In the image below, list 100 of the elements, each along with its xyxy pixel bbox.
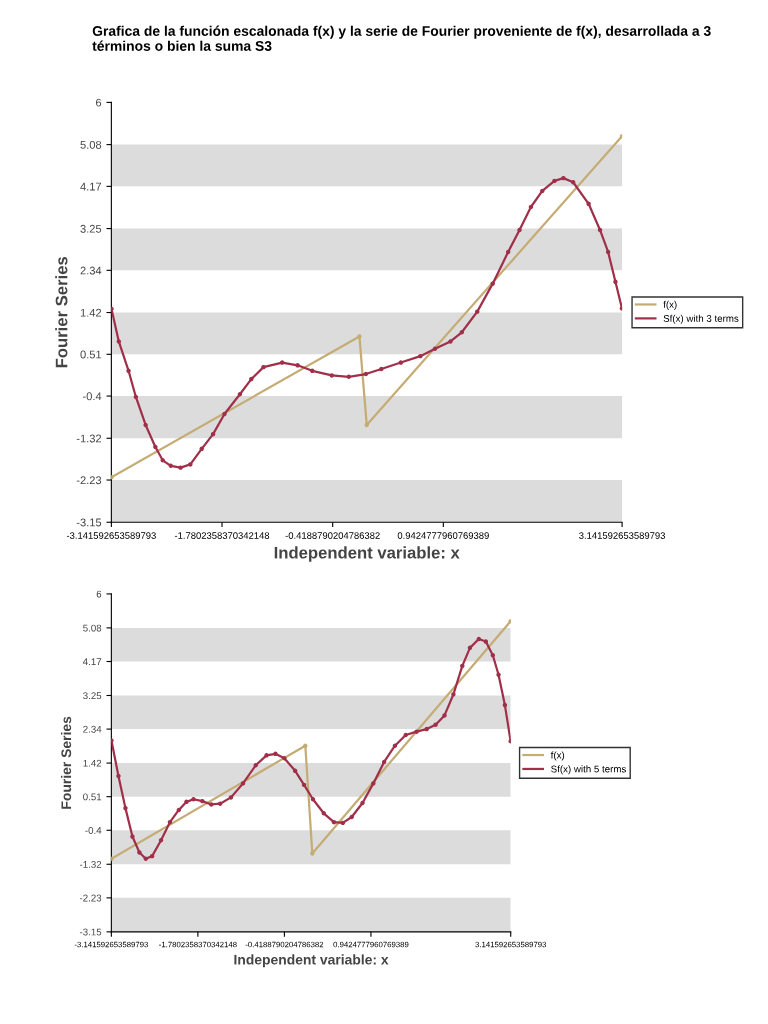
point	[310, 368, 315, 374]
legend-label: f(x)	[550, 751, 565, 761]
point	[460, 663, 465, 669]
point	[346, 374, 352, 380]
point	[586, 201, 591, 207]
point	[282, 756, 287, 761]
y-axis-title: Fourier Series	[60, 716, 72, 809]
x-axis-title: Independent variable: x	[274, 546, 460, 562]
point	[168, 463, 174, 469]
point	[123, 805, 128, 811]
point	[475, 309, 480, 314]
y-tick-label: 0.51	[80, 350, 102, 359]
point	[403, 732, 408, 738]
point	[217, 801, 223, 806]
point	[331, 819, 337, 825]
y-tick-label: -1.32	[79, 860, 102, 868]
point	[210, 431, 216, 437]
x-tick-label: -0.4188790204786382	[285, 532, 380, 539]
point	[292, 768, 298, 774]
y-tick-label: -3.15	[79, 928, 102, 936]
point	[130, 834, 135, 839]
point	[153, 444, 158, 450]
y-tick-label: 4.17	[82, 658, 102, 666]
point	[116, 773, 121, 779]
point	[505, 249, 511, 255]
point	[116, 339, 122, 344]
x-tick-label: 0.9424777960769389	[397, 532, 489, 539]
y-tick-label: 1.42	[80, 308, 102, 317]
y-tick-label: 3.25	[80, 224, 102, 233]
point	[398, 360, 404, 365]
point	[240, 781, 246, 786]
point	[552, 178, 557, 184]
point	[619, 134, 623, 139]
x-tick-label: -3.141592653589793	[66, 532, 156, 539]
x-tick-label: 3.141592653589793	[579, 532, 665, 539]
point	[379, 366, 384, 372]
point	[540, 188, 545, 194]
chart-title: Grafica de la función escalonada f(x) y la serie de Fourier proveniente de f(x), desarrollada a 3 términos o bien la suma S3	[92, 25, 711, 51]
point	[502, 702, 508, 708]
point	[279, 360, 285, 365]
y-tick-label: -2.23	[79, 894, 102, 902]
point	[363, 371, 369, 377]
point	[392, 743, 398, 748]
point	[597, 227, 603, 233]
point	[451, 692, 456, 697]
point	[360, 800, 365, 806]
point	[303, 743, 308, 748]
point	[178, 465, 183, 470]
y-tick-label: 6	[96, 98, 102, 107]
y-tick-label: 2.34	[83, 725, 102, 733]
point	[228, 795, 234, 800]
point	[357, 334, 362, 339]
point	[371, 781, 376, 786]
legend-label: Sf(x) with 3 terms	[663, 314, 739, 324]
x-axis-title: Independent variable: x	[234, 954, 389, 968]
y-tick-label: 5.08	[83, 624, 102, 632]
y-tick-label: 6	[96, 590, 102, 598]
point	[619, 306, 623, 311]
point	[448, 339, 453, 344]
point	[424, 726, 429, 732]
point	[381, 759, 387, 765]
point	[184, 799, 189, 805]
point	[433, 722, 438, 727]
point	[483, 639, 489, 644]
y-tick-label: -0.4	[85, 827, 102, 834]
point	[264, 753, 269, 758]
point	[160, 458, 165, 463]
point	[301, 782, 307, 788]
point	[517, 227, 522, 233]
point	[605, 249, 611, 255]
point	[418, 353, 423, 359]
point	[349, 814, 354, 820]
point	[273, 751, 278, 757]
point	[321, 811, 326, 816]
point	[310, 797, 316, 802]
point	[200, 798, 205, 804]
y-tick-label: -3.15	[76, 518, 102, 527]
point	[528, 204, 534, 210]
point	[133, 394, 139, 400]
point	[364, 422, 369, 428]
point	[176, 807, 182, 813]
y-tick-label: 1.42	[83, 759, 102, 767]
x-tick-label: -1.7802358370342148	[174, 532, 270, 539]
point	[126, 368, 131, 374]
point	[613, 279, 618, 285]
point	[253, 763, 258, 768]
point	[490, 653, 496, 658]
legend-label: f(x)	[663, 300, 677, 310]
point	[199, 446, 204, 452]
y-tick-label: -0.4	[82, 392, 102, 401]
point	[191, 797, 196, 802]
y-tick-label: -2.23	[76, 476, 102, 485]
point	[432, 346, 438, 352]
y-axis-title: Fourier Series	[55, 256, 68, 368]
point	[143, 856, 149, 861]
point	[414, 729, 419, 734]
y-tick-label: 5.08	[80, 140, 102, 149]
point	[261, 364, 266, 370]
point	[249, 376, 254, 382]
point	[310, 851, 315, 856]
